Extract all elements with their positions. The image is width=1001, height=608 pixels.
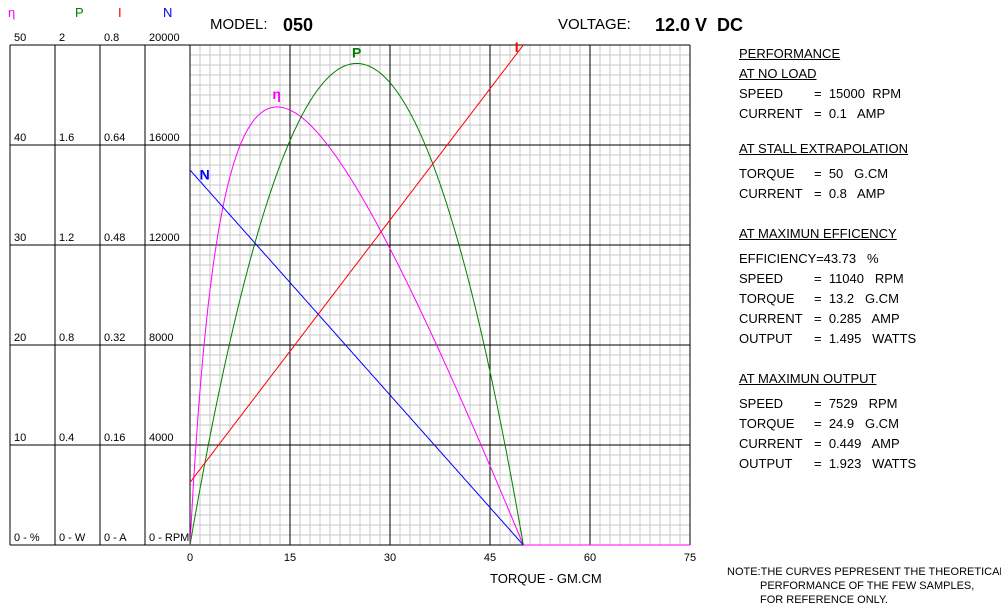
model-label: MODEL: [210, 16, 268, 33]
max-eff-output-value: = 1.495 WATTS [814, 331, 917, 346]
speed-curve-label: N [200, 167, 210, 183]
max-eff-efficiency-value: 43.73 % [820, 251, 879, 266]
power-tick-label: 2 [59, 32, 65, 44]
max-eff-current-value: = 0.285 AMP [814, 311, 900, 326]
no-load-current-value: = 0.1 AMP [814, 106, 886, 121]
x-axis-label: TORQUE - GM.CM [490, 571, 602, 586]
max-eff-speed-value: = 11040 RPM [814, 271, 904, 286]
voltage-label: VOLTAGE: [558, 16, 631, 33]
max-eff-torque-value: = 13.2 G.CM [814, 291, 899, 306]
eff-axis-symbol: η [8, 5, 16, 20]
power-tick-label: 1.2 [59, 232, 74, 244]
power-tick-label: 1.6 [59, 132, 74, 144]
max-out-torque-value: = 24.9 G.CM [814, 416, 899, 431]
speed-tick-label: 8000 [149, 332, 173, 344]
current-tick-label: 0.32 [104, 332, 125, 344]
speed-tick-label: 12000 [149, 232, 180, 244]
stall-title: AT STALL EXTRAPOLATION [739, 141, 909, 156]
max-eff-efficiency-label: EFFICIENCY= [739, 251, 824, 266]
eff-tick-label: 30 [14, 232, 26, 244]
power-axis-symbol: P [75, 5, 84, 20]
performance-title: PERFORMANCE [739, 46, 841, 61]
power-tick-label: 0.4 [59, 432, 74, 444]
stall-current-value: = 0.8 AMP [814, 186, 886, 201]
axis-lines [9, 44, 190, 546]
no-load-current-label: CURRENT [739, 106, 803, 121]
current-tick-label: 0.16 [104, 432, 125, 444]
max-out-output-value: = 1.923 WATTS [814, 456, 917, 471]
max-eff-torque-label: TORQUE [739, 291, 795, 306]
x-tick-label: 60 [584, 552, 596, 564]
speed-tick-label: 16000 [149, 132, 180, 144]
curve-labels: η P I N [200, 39, 519, 183]
current-tick-label: 0.48 [104, 232, 125, 244]
current-tick-label: 0.64 [104, 132, 125, 144]
note-line-3: FOR REFERENCE ONLY. [760, 594, 888, 606]
max-eff-title: AT MAXIMUN EFFICENCY [739, 226, 897, 241]
max-eff-output-label: OUTPUT [739, 331, 793, 346]
speed-curve [189, 169, 524, 546]
x-tick-label: 15 [284, 552, 296, 564]
x-tick-label: 45 [484, 552, 496, 564]
stall-current-label: CURRENT [739, 186, 803, 201]
max-eff-current-label: CURRENT [739, 311, 803, 326]
stall-torque-value: = 50 G.CM [814, 166, 889, 181]
current-tick-label: 0 - A [104, 532, 127, 544]
stall-torque-label: TORQUE [739, 166, 795, 181]
voltage-value: 12.0 V DC [655, 15, 744, 35]
max-out-output-label: OUTPUT [739, 456, 793, 471]
power-tick-label: 0.8 [59, 332, 74, 344]
power-curve [189, 63, 524, 546]
chart-grid [189, 44, 691, 546]
x-tick-label: 0 [187, 552, 193, 564]
max-out-speed-label: SPEED [739, 396, 784, 411]
eff-tick-label: 0 - % [14, 532, 40, 544]
eff-tick-label: 50 [14, 32, 26, 44]
power-curve-label: P [352, 44, 361, 60]
speed-tick-label: 20000 [149, 32, 180, 44]
eff-tick-label: 10 [14, 432, 26, 444]
max-eff-speed-label: SPEED [739, 271, 784, 286]
performance-curves [189, 44, 690, 546]
speed-axis-symbol: N [163, 5, 173, 20]
eff-tick-label: 40 [14, 132, 26, 144]
max-out-speed-value: = 7529 RPM [814, 396, 898, 411]
x-tick-label: 75 [684, 552, 696, 564]
current-curve-label: I [515, 39, 519, 55]
tick-labels: 50 40 30 20 10 0 - % 2 1.6 1.2 0.8 0.4 0 - W 0.8 0.64… [14, 32, 696, 564]
speed-tick-label: 4000 [149, 432, 173, 444]
x-tick-label: 30 [384, 552, 396, 564]
no-load-title: AT NO LOAD [739, 66, 817, 81]
max-out-title: AT MAXIMUN OUTPUT [739, 371, 877, 386]
efficiency-curve [189, 106, 524, 546]
current-axis-symbol: I [118, 5, 122, 20]
max-out-current-value: = 0.449 AMP [814, 436, 900, 451]
eff-tick-label: 20 [14, 332, 26, 344]
efficiency-curve-label: η [272, 86, 281, 102]
current-curve [189, 44, 524, 483]
max-out-torque-label: TORQUE [739, 416, 795, 431]
max-out-current-label: CURRENT [739, 436, 803, 451]
note-line-1: NOTE:THE CURVES PEPRESENT THE THEORETICA… [727, 566, 1001, 578]
model-value: 050 [283, 15, 314, 35]
power-tick-label: 0 - W [59, 532, 86, 544]
note-line-2: PERFORMANCE OF THE FEW SAMPLES, [760, 580, 975, 592]
speed-tick-label: 0 - RPM [149, 532, 189, 544]
no-load-speed-label: SPEED [739, 86, 784, 101]
current-tick-label: 0.8 [104, 32, 119, 44]
no-load-speed-value: = 15000 RPM [814, 86, 902, 101]
